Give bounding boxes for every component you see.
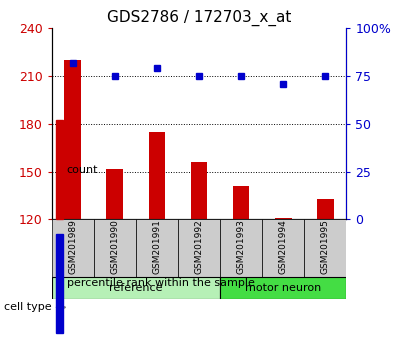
Text: motor neuron: motor neuron bbox=[245, 283, 321, 293]
Bar bbox=[64, 60, 81, 219]
Bar bbox=[275, 218, 292, 219]
Bar bbox=[106, 169, 123, 219]
Text: reference: reference bbox=[109, 283, 163, 293]
Bar bbox=[94, 219, 136, 277]
Bar bbox=[191, 162, 207, 219]
Text: cell type: cell type bbox=[4, 302, 52, 312]
Text: GSM201990: GSM201990 bbox=[110, 219, 119, 274]
Text: count: count bbox=[67, 165, 98, 175]
Text: GSM201995: GSM201995 bbox=[321, 219, 330, 274]
Bar bbox=[304, 219, 346, 277]
Bar bbox=[220, 219, 262, 277]
Text: GSM201989: GSM201989 bbox=[68, 219, 77, 274]
Bar bbox=[220, 277, 346, 299]
Text: percentile rank within the sample: percentile rank within the sample bbox=[67, 278, 255, 288]
Bar bbox=[52, 219, 94, 277]
Text: GSM201991: GSM201991 bbox=[152, 219, 162, 274]
Bar bbox=[233, 186, 250, 219]
Bar bbox=[262, 219, 304, 277]
Bar bbox=[148, 132, 165, 219]
Bar bbox=[136, 219, 178, 277]
Text: GSM201992: GSM201992 bbox=[195, 219, 203, 274]
Bar bbox=[52, 277, 220, 299]
Bar bbox=[178, 219, 220, 277]
Title: GDS2786 / 172703_x_at: GDS2786 / 172703_x_at bbox=[107, 9, 291, 25]
Text: GSM201993: GSM201993 bbox=[236, 219, 246, 274]
Bar bbox=[317, 199, 334, 219]
Text: GSM201994: GSM201994 bbox=[279, 219, 288, 274]
